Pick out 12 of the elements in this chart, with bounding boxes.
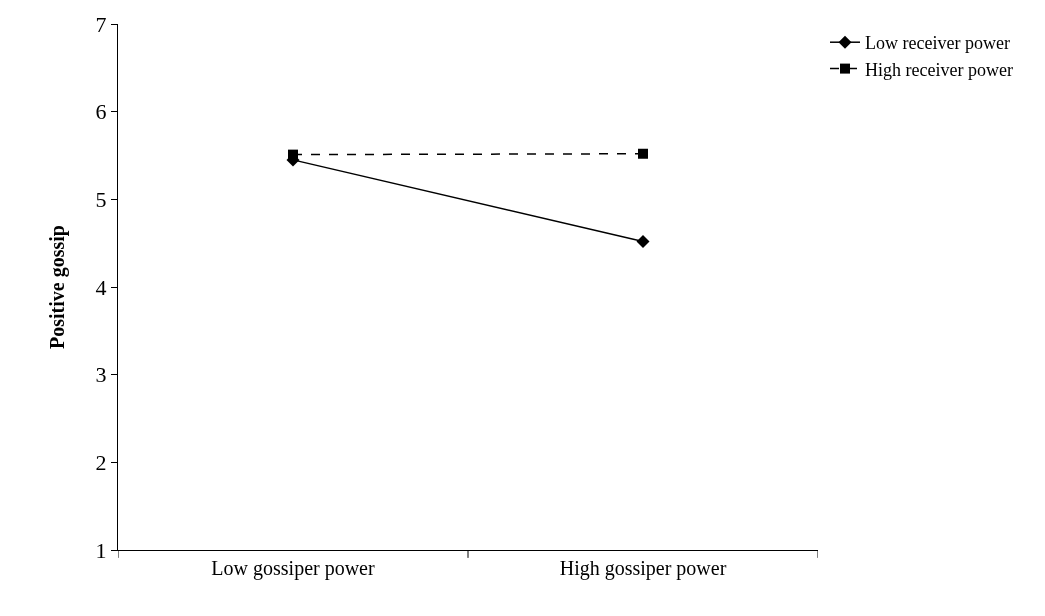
y-tick-label: 4 bbox=[95, 274, 107, 300]
x-tick-label: High gossiper power bbox=[559, 557, 727, 580]
y-tick-label: 5 bbox=[95, 187, 107, 213]
y-tick-label: 3 bbox=[95, 362, 107, 388]
y-tick-label: 1 bbox=[95, 537, 107, 563]
x-tick-label: Low gossiper power bbox=[211, 557, 375, 580]
y-tick-label: 2 bbox=[95, 450, 107, 476]
legend-label: Low receiver power bbox=[865, 33, 1010, 54]
y-tick-label: 6 bbox=[95, 99, 107, 125]
y-axis-title: Positive gossip bbox=[46, 225, 70, 349]
y-tick-label: 7 bbox=[95, 11, 107, 37]
legend-label: High receiver power bbox=[865, 59, 1013, 80]
